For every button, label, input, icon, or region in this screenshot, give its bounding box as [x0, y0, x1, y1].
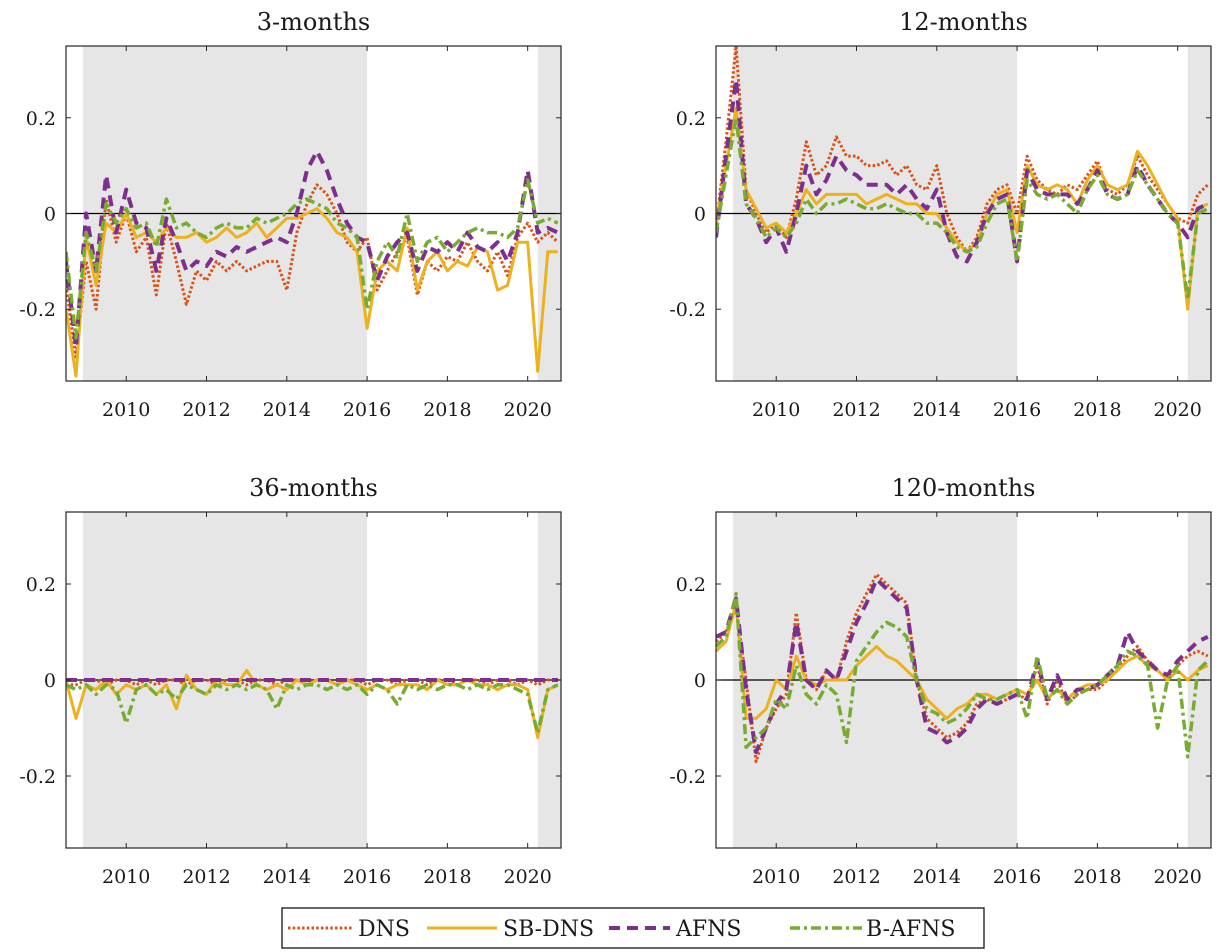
chart-panel-2: 2010 2012 2014 2016 2018 2020 -0.2 0 0.2 12-month… [669, 8, 1212, 421]
x-tick-label: 2020 [503, 399, 551, 421]
chart-panel-3: 2010 2012 2014 2016 2018 2020 -0.2 0 0.2 36-month… [19, 474, 562, 888]
x-tick-label: 2016 [343, 866, 391, 888]
x-tick-label: 2014 [913, 866, 961, 888]
chart-panel-1: 2010 2012 2014 2016 2018 2020 -0.2 0 0.2 3-months [19, 8, 562, 421]
x-tick-label: 2016 [993, 866, 1041, 888]
x-tick-label: 2010 [752, 399, 800, 421]
panel-title: 36-months [249, 474, 378, 502]
series-line-b-afns [66, 178, 559, 340]
x-tick-label: 2020 [503, 866, 551, 888]
y-tick-label: 0.2 [26, 108, 56, 130]
x-tick-label: 2018 [1073, 399, 1121, 421]
x-tick-label: 2010 [102, 866, 150, 888]
panel-title: 3-months [257, 8, 370, 36]
legend-label-dns: DNS [358, 917, 410, 942]
series-line-afns [716, 577, 1209, 754]
legend-label-sb-dns: SB-DNS [503, 917, 594, 942]
series-line-b-afns [66, 683, 559, 735]
panel-title: 12-months [899, 8, 1028, 36]
y-tick-label: -0.2 [669, 766, 706, 788]
legend-label-b-afns: B-AFNS [866, 917, 955, 942]
x-tick-label: 2010 [102, 399, 150, 421]
x-tick-label: 2020 [1153, 399, 1201, 421]
y-tick-label: 0.2 [676, 108, 706, 130]
panels: 2010 2012 2014 2016 2018 2020 -0.2 0 0.2 3-months… [19, 8, 1212, 888]
y-tick-label: 0 [694, 204, 706, 226]
y-tick-label: 0 [694, 670, 706, 692]
x-tick-label: 2012 [832, 399, 880, 421]
x-tick-label: 2010 [752, 866, 800, 888]
x-tick-label: 2020 [1153, 866, 1201, 888]
x-tick-label: 2018 [1073, 866, 1121, 888]
x-tick-label: 2018 [423, 866, 471, 888]
x-tick-label: 2014 [263, 399, 311, 421]
x-tick-label: 2012 [182, 866, 230, 888]
series-group [66, 149, 559, 378]
series-line-afns [66, 149, 559, 350]
y-tick-label: 0.2 [676, 574, 706, 596]
legend: DNS SB-DNS AFNS B-AFNS [281, 907, 985, 949]
y-tick-label: -0.2 [19, 299, 56, 321]
y-tick-label: 0 [44, 204, 56, 226]
x-tick-label: 2014 [263, 866, 311, 888]
y-tick-label: -0.2 [19, 766, 56, 788]
series-group [716, 572, 1210, 764]
series-line-afns [716, 77, 1209, 264]
series-line-dns [716, 572, 1209, 764]
x-tick-label: 2014 [913, 399, 961, 421]
series-line-sb-dns [716, 601, 1209, 720]
series-group [66, 668, 559, 740]
x-tick-label: 2016 [993, 399, 1041, 421]
y-tick-label: -0.2 [669, 299, 706, 321]
y-tick-label: 0.2 [26, 574, 56, 596]
panel-title: 120-months [892, 474, 1036, 502]
x-tick-label: 2016 [343, 399, 391, 421]
legend-label-afns: AFNS [675, 917, 741, 942]
series-group [716, 46, 1209, 311]
series-line-b-afns [716, 116, 1209, 302]
x-tick-label: 2012 [182, 399, 230, 421]
x-tick-label: 2018 [423, 399, 471, 421]
series-line-dns [66, 183, 559, 359]
y-tick-label: 0 [44, 670, 56, 692]
chart-panel-4: 2010 2012 2014 2016 2018 2020 -0.2 0 0.2 120-mont… [669, 474, 1212, 888]
x-tick-label: 2012 [832, 866, 880, 888]
